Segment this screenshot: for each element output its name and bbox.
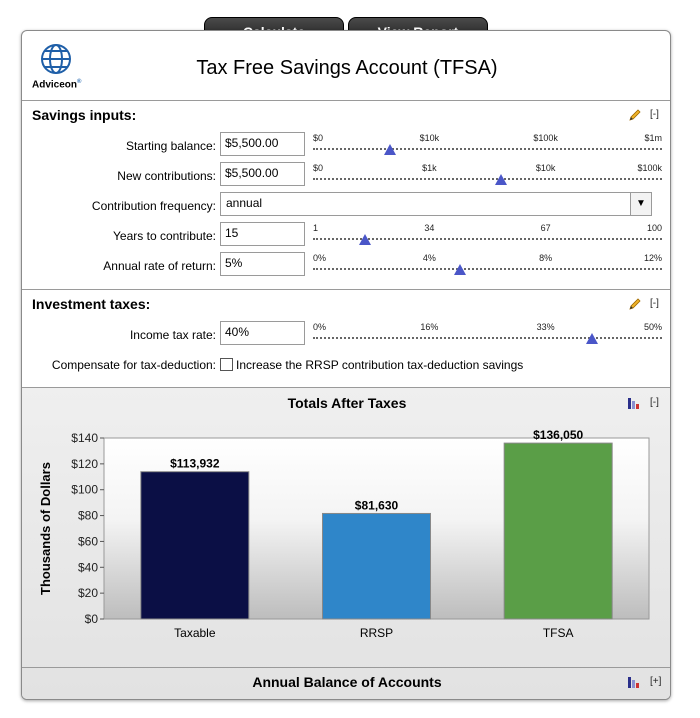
y-tick-label: $100 — [71, 483, 98, 497]
logo-wordmark: Adviceon® — [32, 79, 82, 91]
y-axis-label: Thousands of Dollars — [38, 462, 53, 595]
chart-title: Totals After Taxes — [287, 395, 407, 411]
slider-tick-label: 0% — [313, 322, 327, 332]
slider-thumb[interactable] — [383, 144, 396, 155]
bar-data-label: $113,932 — [170, 457, 220, 471]
starting-balance-input[interactable]: $5,500.00 — [220, 132, 305, 156]
slider-thumb[interactable] — [495, 174, 508, 185]
slider-thumb[interactable] — [453, 264, 466, 275]
x-tick-label: TFSA — [543, 626, 574, 640]
years-to-contribute-label: Years to contribute: — [113, 229, 216, 243]
income-tax-rate-slider[interactable]: 0% 16% 33% 50% — [313, 322, 662, 348]
new-contributions-input[interactable]: $5,500.00 — [220, 162, 305, 186]
y-tick-label: $80 — [78, 509, 98, 523]
new-contributions-slider[interactable]: $0 $1k $10k $100k — [313, 163, 662, 189]
adviceon-globe-logo — [41, 44, 71, 74]
bar-taxable — [140, 471, 250, 620]
annual-balance-title: Annual Balance of Accounts — [252, 674, 442, 690]
bar-chart-icon[interactable] — [627, 675, 641, 689]
investment-taxes-heading: Investment taxes: — [32, 296, 151, 312]
contribution-frequency-value: annual — [226, 196, 263, 210]
slider-tick-label: $10k — [535, 163, 556, 173]
slider-tick-label: 34 — [424, 223, 435, 233]
slider-tick-label: 50% — [643, 322, 662, 332]
taxes-collapse-toggle[interactable]: [-] — [650, 298, 659, 309]
slider-tick-label: $1m — [644, 133, 662, 143]
slider-tick-label: 0% — [313, 253, 327, 263]
slider-tick-label: $0 — [313, 163, 324, 173]
bar-rrsp — [322, 512, 431, 620]
y-tick-label: $120 — [71, 457, 98, 471]
slider-tick-label: 33% — [536, 322, 555, 332]
chart-collapse-toggle[interactable]: [-] — [650, 397, 659, 408]
divider — [22, 100, 670, 101]
years-to-contribute-slider[interactable]: 1 34 67 100 — [313, 223, 662, 249]
new-contributions-label: New contributions: — [117, 169, 216, 183]
x-tick-label: Taxable — [174, 626, 216, 640]
annual-balance-expand-toggle[interactable]: [+] — [650, 676, 662, 687]
slider-thumb[interactable] — [359, 234, 372, 245]
slider-tick-label: $100k — [637, 163, 662, 173]
slider-track[interactable] — [313, 178, 662, 180]
starting-balance-slider[interactable]: $0 $10k $100k $1m — [313, 133, 662, 159]
income-tax-rate-label: Income tax rate: — [129, 328, 216, 342]
contribution-frequency-select[interactable]: annual ▼ — [220, 192, 652, 216]
slider-tick-label: $10k — [419, 133, 440, 143]
slider-tick-label: $100k — [533, 133, 558, 143]
income-tax-rate-input[interactable]: 40% — [220, 321, 305, 345]
slider-tick-label: 4% — [422, 253, 436, 263]
slider-tick-label: 100 — [646, 223, 662, 233]
savings-inputs-heading: Savings inputs: — [32, 107, 137, 123]
starting-balance-label: Starting balance: — [125, 139, 216, 153]
tfsa-calculator-panel: Adviceon® Tax Free Savings Account (TFSA… — [21, 30, 671, 700]
slider-thumb[interactable] — [586, 333, 599, 344]
x-tick-label: RRSP — [360, 626, 393, 640]
annual-rate-of-return-slider[interactable]: 0% 4% 8% 12% — [313, 253, 662, 279]
y-tick-label: $60 — [78, 534, 98, 548]
divider — [22, 289, 670, 290]
chevron-down-icon[interactable]: ▼ — [630, 193, 651, 215]
divider — [22, 667, 670, 668]
bar-chart-icon[interactable] — [627, 396, 641, 410]
compensate-checkbox[interactable] — [220, 358, 233, 371]
slider-tick-label: 12% — [643, 253, 662, 263]
slider-tick-label: $0 — [313, 133, 324, 143]
slider-track[interactable] — [313, 337, 662, 339]
bar-tfsa — [503, 442, 613, 620]
slider-tick-label: 16% — [420, 322, 439, 332]
slider-track[interactable] — [313, 268, 662, 270]
edit-pencil-icon[interactable] — [628, 297, 642, 311]
slider-track[interactable] — [313, 148, 662, 150]
page-title: Tax Free Savings Account (TFSA) — [196, 57, 498, 79]
y-tick-label: $40 — [78, 560, 98, 574]
compensate-label: Compensate for tax-deduction: — [51, 358, 216, 372]
slider-tick-label: 67 — [540, 223, 551, 233]
slider-tick-label: 8% — [539, 253, 553, 263]
bar-data-label: $81,630 — [355, 498, 399, 512]
savings-collapse-toggle[interactable]: [-] — [650, 109, 659, 120]
y-tick-label: $20 — [78, 586, 98, 600]
y-tick-label: $0 — [85, 612, 99, 626]
slider-tick-label: 1 — [313, 223, 319, 233]
totals-after-taxes-chart: $0 $20 $40 $60 $80 $100 $120 $140 Thousands of D… — [38, 428, 650, 640]
y-tick-label: $140 — [71, 431, 98, 445]
annual-rate-of-return-label: Annual rate of return: — [103, 259, 216, 273]
slider-track[interactable] — [313, 238, 662, 240]
annual-rate-of-return-input[interactable]: 5% — [220, 252, 305, 276]
slider-tick-label: $1k — [422, 163, 437, 173]
bar-data-label: $136,050 — [533, 428, 583, 442]
contribution-frequency-label: Contribution frequency: — [91, 199, 216, 213]
years-to-contribute-input[interactable]: 15 — [220, 222, 305, 246]
divider — [22, 387, 670, 388]
edit-pencil-icon[interactable] — [628, 108, 642, 122]
compensate-checkbox-label[interactable]: Increase the RRSP contribution tax-deduc… — [236, 358, 524, 372]
